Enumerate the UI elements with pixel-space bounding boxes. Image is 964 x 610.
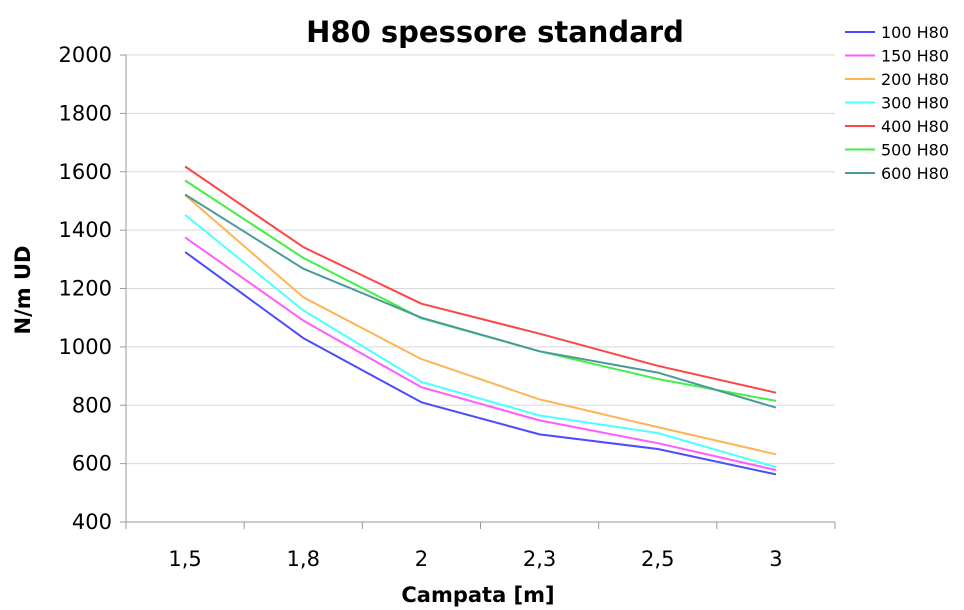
chart-title: H80 spessore standard bbox=[306, 15, 684, 49]
series-line-300-h80 bbox=[184, 214, 777, 469]
legend-item: 300 H80 bbox=[845, 94, 949, 113]
y-tick-label: 1800 bbox=[59, 101, 112, 125]
legend-item: 400 H80 bbox=[845, 117, 949, 136]
legend-item: 150 H80 bbox=[845, 47, 949, 66]
y-tick-label: 1000 bbox=[59, 335, 112, 359]
x-tick-label: 1,5 bbox=[168, 547, 201, 571]
series-line-600-h80 bbox=[184, 193, 777, 409]
y-tick-label: 1200 bbox=[59, 277, 112, 301]
gridlines bbox=[126, 54, 835, 465]
legend-item: 100 H80 bbox=[845, 23, 949, 42]
x-tick-label: 2,5 bbox=[641, 547, 674, 571]
x-tick-label: 1,8 bbox=[287, 547, 320, 571]
legend-item: 600 H80 bbox=[845, 164, 949, 183]
y-axis-title: N/m UD bbox=[11, 246, 35, 335]
x-tick-label: 3 bbox=[769, 547, 782, 571]
legend-item: 200 H80 bbox=[845, 70, 949, 89]
legend: 100 H80 150 H80 200 H80 300 H80 400 H80 500 H… bbox=[845, 23, 949, 183]
legend-label: 300 H80 bbox=[881, 94, 949, 113]
axes bbox=[120, 54, 836, 529]
legend-label: 400 H80 bbox=[881, 117, 949, 136]
x-axis-title: Campata [m] bbox=[401, 583, 554, 607]
series-line-200-h80 bbox=[184, 194, 777, 456]
series-line-100-h80 bbox=[184, 251, 777, 476]
legend-label: 100 H80 bbox=[881, 23, 949, 42]
legend-label: 600 H80 bbox=[881, 164, 949, 183]
y-tick-label: 800 bbox=[72, 393, 112, 417]
x-tick-label: 2,3 bbox=[523, 547, 556, 571]
y-tick-label: 2000 bbox=[59, 43, 112, 67]
y-tick-label: 1600 bbox=[59, 160, 112, 184]
x-tick-labels: 1,5 1,8 2 2,3 2,5 3 bbox=[168, 547, 782, 571]
legend-label: 500 H80 bbox=[881, 141, 949, 160]
y-tick-label: 400 bbox=[72, 510, 112, 534]
series-lines bbox=[184, 165, 777, 476]
y-tick-label: 600 bbox=[72, 452, 112, 476]
series-line-500-h80 bbox=[184, 179, 777, 402]
series-line-400-h80 bbox=[184, 165, 777, 394]
y-tick-label: 1400 bbox=[59, 218, 112, 242]
x-tick-label: 2 bbox=[415, 547, 428, 571]
y-tick-labels: 400 600 800 1000 1200 1400 1600 1800 2000 bbox=[59, 43, 112, 534]
legend-label: 200 H80 bbox=[881, 70, 949, 89]
legend-label: 150 H80 bbox=[881, 47, 949, 66]
legend-item: 500 H80 bbox=[845, 141, 949, 160]
series-line-150-h80 bbox=[184, 236, 777, 471]
